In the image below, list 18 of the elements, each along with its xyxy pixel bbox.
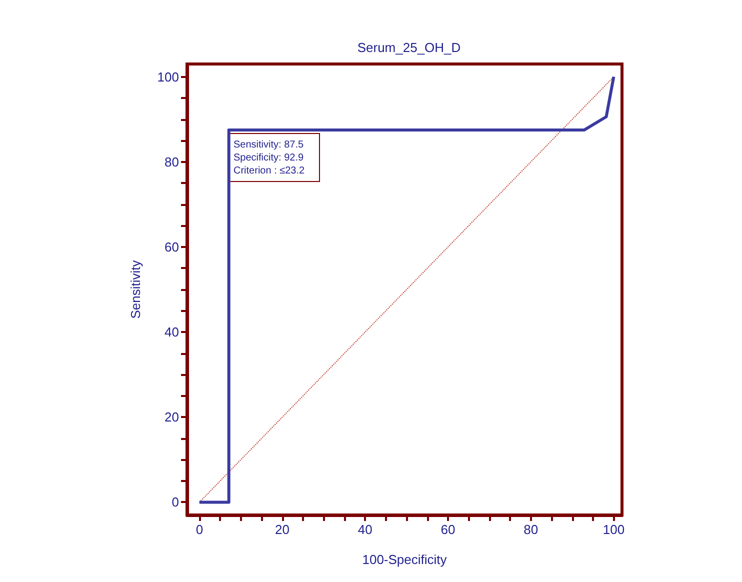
y-tick-label: 100: [157, 69, 179, 84]
x-axis-title: 100-Specificity: [362, 552, 448, 567]
y-axis-title: Sensitivity: [128, 260, 143, 319]
x-tick-label: 60: [440, 522, 456, 537]
y-tick-label: 40: [164, 324, 179, 340]
annotation: Specificity: 92.9: [234, 152, 304, 164]
y-tick-label: 20: [164, 410, 179, 425]
y-tick-label: 80: [164, 154, 179, 170]
x-tick-label: 20: [275, 522, 290, 537]
x-tick-label: 0: [196, 522, 204, 537]
annotation: Criterion : ≤23.2: [234, 166, 306, 176]
x-tick-label: 80: [524, 522, 538, 537]
annotation: Sensitivity: 87.5: [234, 140, 304, 150]
chart-title: Serum_25_OH_D: [357, 40, 461, 55]
x-tick-label: 100: [602, 522, 625, 537]
y-tick-label: 60: [164, 239, 179, 254]
x-tick-label: 40: [358, 522, 372, 537]
y-tick-label: 0: [172, 494, 179, 510]
